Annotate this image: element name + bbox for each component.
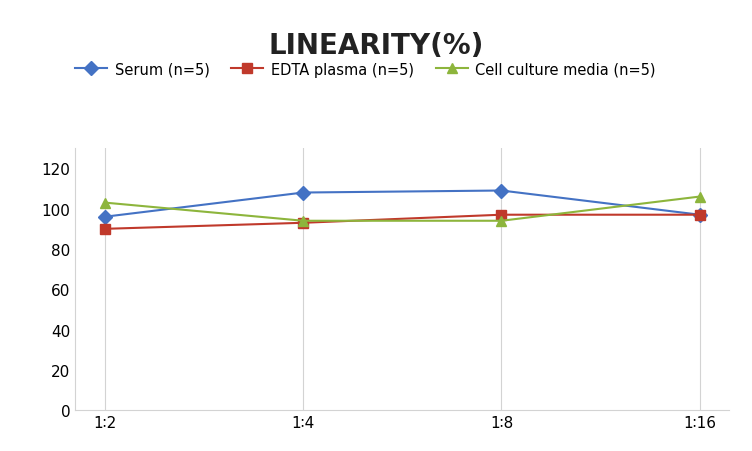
EDTA plasma (n=5)	[695, 212, 704, 218]
Cell culture media (n=5)	[299, 219, 308, 224]
EDTA plasma (n=5)	[299, 221, 308, 226]
Cell culture media (n=5)	[695, 194, 704, 200]
Text: LINEARITY(%): LINEARITY(%)	[268, 32, 484, 60]
Line: Cell culture media (n=5): Cell culture media (n=5)	[100, 192, 705, 226]
Serum (n=5)	[695, 212, 704, 218]
Cell culture media (n=5)	[497, 219, 506, 224]
EDTA plasma (n=5)	[101, 226, 110, 232]
EDTA plasma (n=5)	[497, 212, 506, 218]
Serum (n=5)	[101, 215, 110, 220]
Line: EDTA plasma (n=5): EDTA plasma (n=5)	[100, 210, 705, 234]
Cell culture media (n=5)	[101, 200, 110, 206]
Line: Serum (n=5): Serum (n=5)	[100, 186, 705, 222]
Serum (n=5)	[299, 190, 308, 196]
Legend: Serum (n=5), EDTA plasma (n=5), Cell culture media (n=5): Serum (n=5), EDTA plasma (n=5), Cell cul…	[69, 57, 661, 83]
Serum (n=5)	[497, 189, 506, 194]
